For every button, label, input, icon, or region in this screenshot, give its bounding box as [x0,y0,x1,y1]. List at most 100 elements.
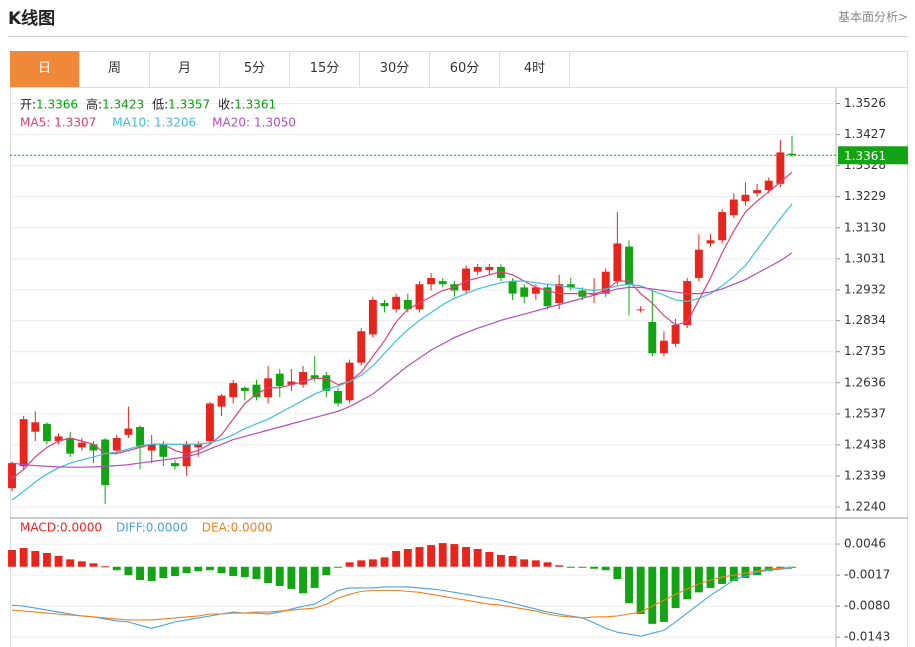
macd-bar [159,566,168,579]
period-tab[interactable]: 5分 [220,51,290,87]
y-tick-label: 1.3031 [844,251,886,265]
macd-bar [462,547,470,567]
candle-body [741,194,750,202]
macd-bar [485,551,494,567]
legend-text: 开: [20,98,36,112]
candle-body [706,240,715,244]
candle-body [694,249,703,278]
legend-text: MA10: [112,116,150,130]
y-tick-label: -0.0143 [844,630,890,644]
macd-bar [450,544,459,567]
macd-bar [718,566,727,584]
macd-bar [31,550,40,567]
period-tab[interactable]: 30分 [360,51,430,87]
period-tab[interactable]: 15分 [290,51,360,87]
candle-body [182,444,191,467]
candle-body [462,268,470,291]
macd-bar [648,566,657,624]
period-tab[interactable]: 月 [150,51,220,87]
legend-text: 1.3206 [154,116,196,130]
macd-bar [508,555,517,567]
macd-bar [19,548,28,567]
y-tick-label: 1.2735 [844,344,886,358]
legend-text: 1.3361 [234,98,276,112]
macd-bar [694,566,703,593]
macd-line [11,567,793,637]
macd-bar [741,566,750,579]
ma-line [11,252,793,468]
y-tick-label: 0.0046 [844,537,886,551]
candle-body [101,439,110,486]
candle-body [776,152,785,184]
y-tick-label: 1.3427 [844,127,886,141]
macd-bar [275,566,284,586]
macd-bar [89,563,98,567]
legend-text: 1.3050 [254,116,296,130]
candle-body [625,246,633,285]
candle-body [648,321,657,354]
macd-bar [531,560,540,567]
macd-bar [136,566,145,581]
y-tick-label: 1.2636 [844,375,886,389]
macd-bar [77,561,86,567]
candle-body [427,277,436,285]
period-tab[interactable]: 日 [10,51,80,87]
candle-body [764,180,773,191]
candle-body [718,212,727,241]
legend-text: 1.3357 [168,98,210,112]
candle-body [31,422,40,432]
legend-text: 0.0000 [146,521,188,535]
candle-body [252,384,261,398]
candle-body [66,437,75,454]
y-tick-label: 1.2339 [844,468,886,482]
period-tab[interactable]: 周 [80,51,150,87]
candle-body [671,325,680,344]
candle-body [659,340,668,354]
candle-body [473,266,482,272]
candle-body [438,281,447,285]
macd-bar [392,550,401,567]
y-tick-label: 1.3229 [844,189,886,203]
period-tab[interactable]: 4时 [500,51,570,87]
macd-bar [101,566,110,568]
candle-body [601,271,610,294]
fundamentals-link[interactable]: 基本面分析> [837,10,908,24]
candle-body [520,287,529,297]
legend-text: MACD: [20,521,60,535]
macd-bar [520,559,529,567]
candle-body [322,375,331,391]
candle-body [77,442,86,448]
macd-bar [205,566,214,571]
candle-body [54,436,63,442]
candle-body [636,309,645,311]
macd-bar [171,566,179,577]
macd-bar [310,566,319,588]
legend-text: 0.0000 [231,521,273,535]
macd-bar [345,562,354,567]
candle-body [299,372,308,385]
macd-bar [299,566,308,594]
macd-bar [566,566,575,568]
period-tab[interactable]: 60分 [430,51,500,87]
candle-body [392,296,401,310]
candle-body [240,387,249,391]
y-tick-label: 1.2240 [844,500,886,514]
candle-body [415,284,424,310]
macd-bar [671,566,680,609]
macd-bar [240,566,249,578]
candle-body [403,299,412,310]
candle-body [613,243,622,282]
header-rule [8,36,908,37]
macd-bar [380,557,389,567]
legend-text: 收: [218,98,234,112]
tab-rule [10,87,908,88]
candle-body [729,199,738,216]
legend-text: 1.3423 [102,98,144,112]
legend-text: MA5: [20,116,50,130]
macd-bar [473,549,482,567]
candle-body [112,437,121,451]
macd-bar [229,566,238,577]
macd-bar [8,550,16,567]
candle-body [171,463,179,467]
